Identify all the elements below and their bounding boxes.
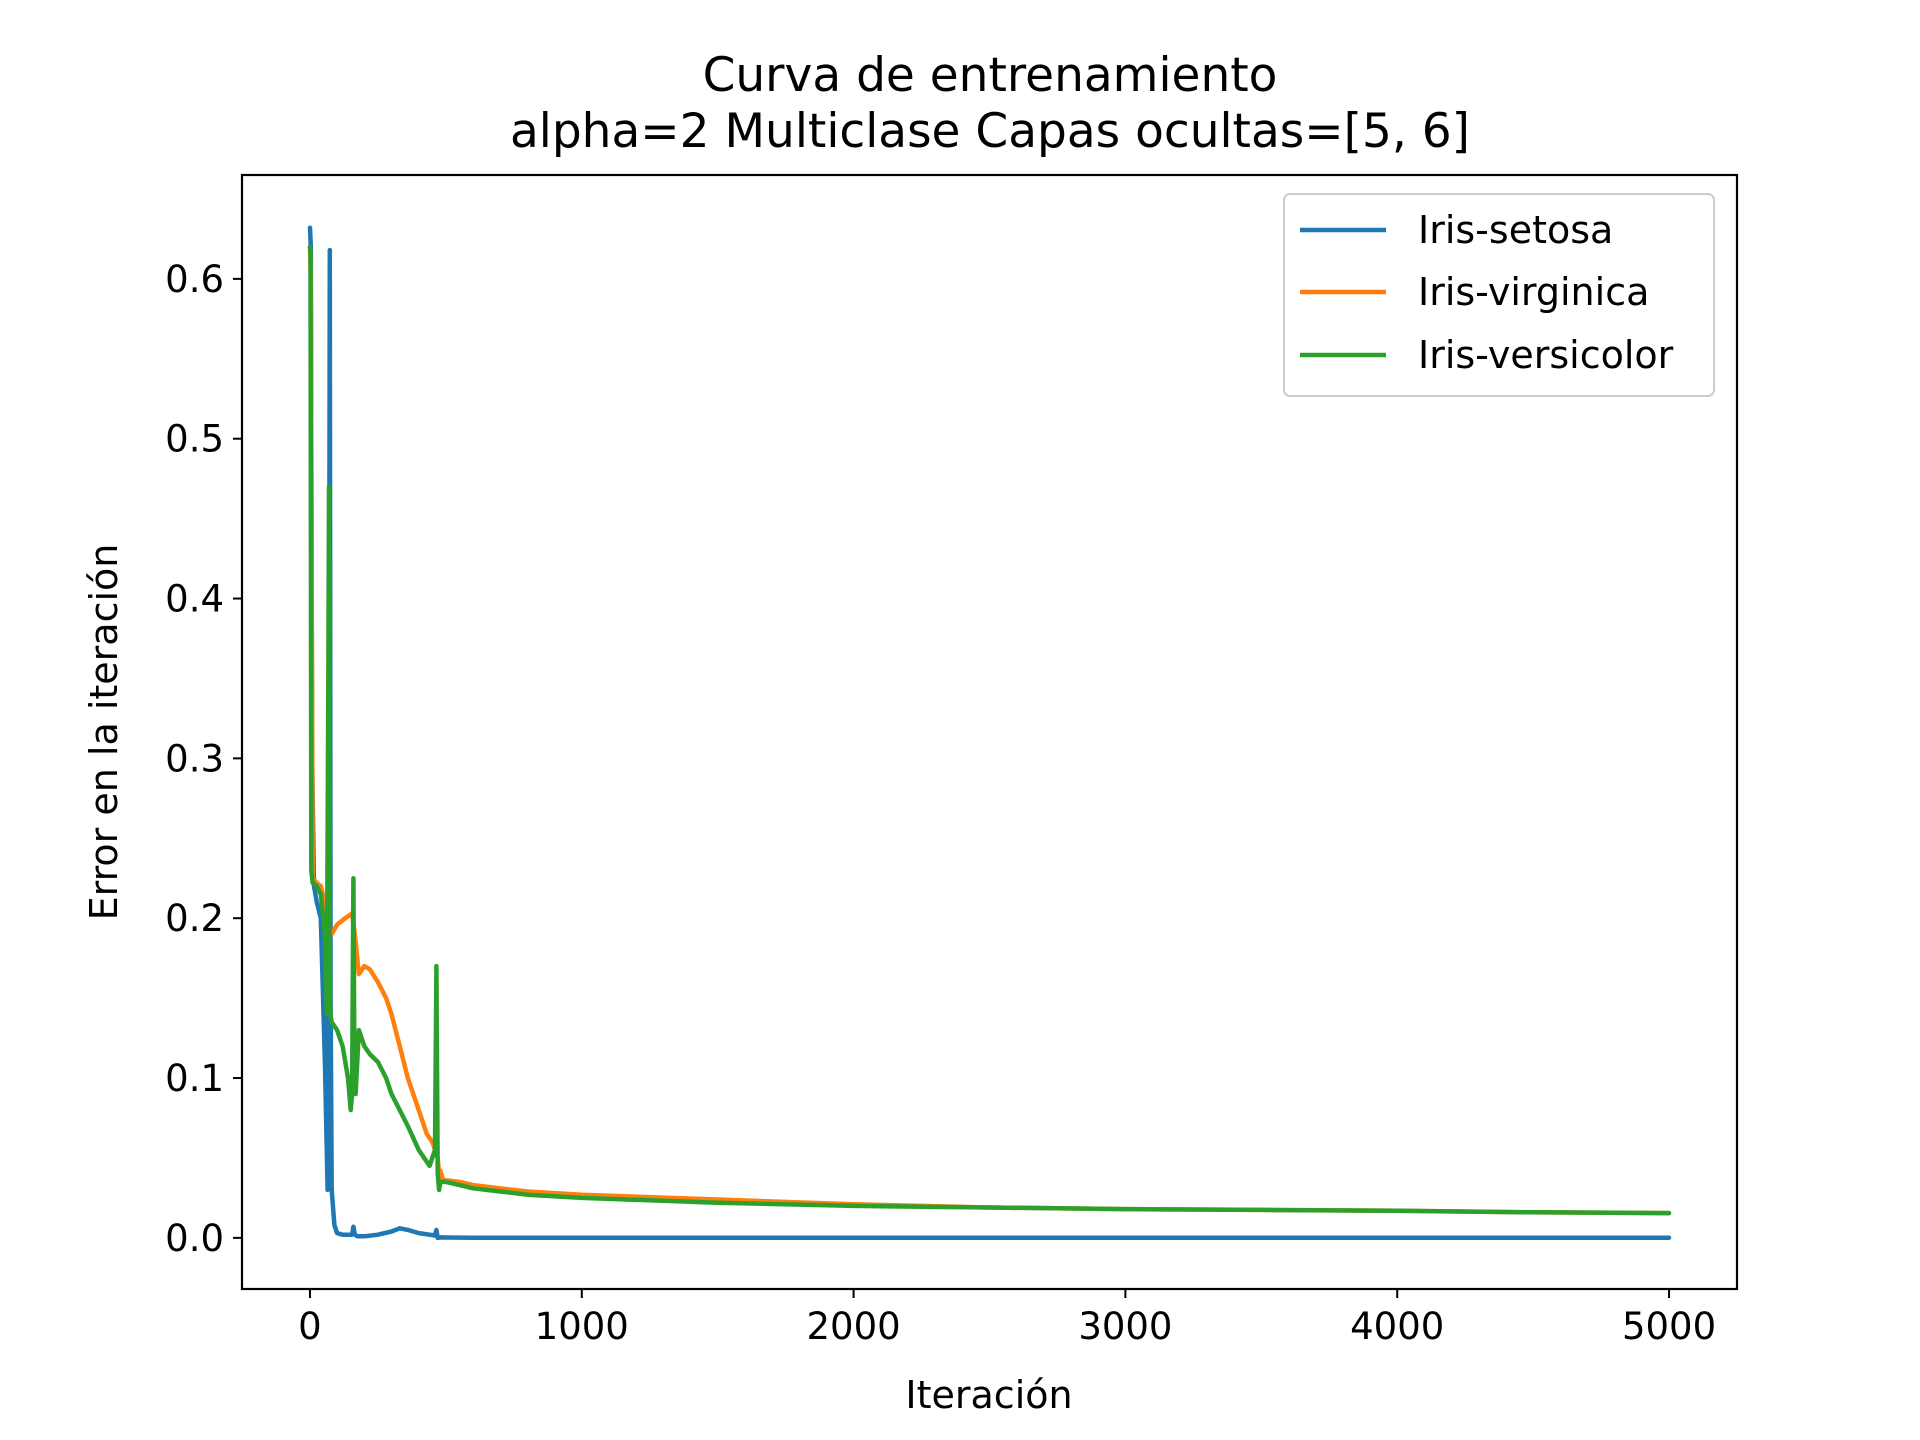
legend-label-iris-virginica: Iris-virginica bbox=[1418, 270, 1649, 314]
chart-title: Curva de entrenamiento bbox=[703, 48, 1278, 103]
x-tick-label: 2000 bbox=[807, 1305, 901, 1348]
y-tick-label: 0.4 bbox=[165, 578, 224, 621]
legend-label-iris-setosa: Iris-setosa bbox=[1418, 208, 1613, 252]
x-tick-label: 3000 bbox=[1078, 1305, 1172, 1348]
y-axis-label: Error en la iteración bbox=[82, 544, 126, 921]
y-tick-label: 0.1 bbox=[165, 1057, 224, 1100]
y-tick-label: 0.0 bbox=[165, 1217, 224, 1260]
series-line-iris-setosa bbox=[307, 225, 1672, 1241]
x-tick-label: 0 bbox=[298, 1305, 322, 1348]
series-line-iris-versicolor bbox=[307, 244, 1672, 1216]
plot-frame bbox=[240, 173, 1739, 1291]
y-tick-label: 0.3 bbox=[165, 737, 224, 780]
legend-box bbox=[1283, 193, 1715, 397]
y-tick-label: 0.2 bbox=[165, 897, 224, 940]
legend: Iris-setosa Iris-virginica Iris-versicol… bbox=[1283, 193, 1715, 397]
legend-label-iris-versicolor: Iris-versicolor bbox=[1418, 333, 1674, 377]
chart-subtitle: alpha=2 Multiclase Capas ocultas=[5, 6] bbox=[510, 104, 1470, 159]
x-tick-label: 4000 bbox=[1350, 1305, 1444, 1348]
y-tick-label: 0.5 bbox=[165, 418, 224, 461]
x-tick-label: 5000 bbox=[1622, 1305, 1716, 1348]
x-axis-ticks: 0 1000 2000 3000 4000 5000 bbox=[298, 1289, 1716, 1348]
y-axis-ticks: 0.0 0.1 0.2 0.3 0.4 0.5 0.6 bbox=[165, 258, 242, 1260]
y-tick-label: 0.6 bbox=[165, 258, 224, 301]
plot-lines bbox=[307, 225, 1672, 1241]
x-tick-label: 1000 bbox=[535, 1305, 629, 1348]
x-axis-label: Iteración bbox=[905, 1373, 1072, 1417]
